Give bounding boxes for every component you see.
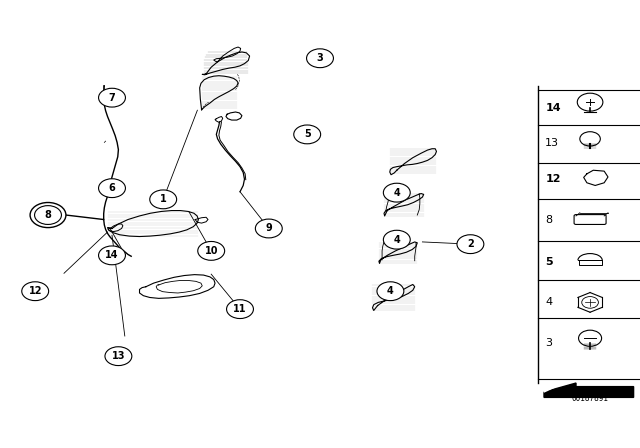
Text: 6: 6	[109, 183, 115, 193]
Text: 4: 4	[394, 188, 400, 198]
Text: 5: 5	[545, 257, 553, 267]
Circle shape	[294, 125, 321, 144]
Circle shape	[383, 183, 410, 202]
Circle shape	[198, 241, 225, 260]
Circle shape	[30, 202, 66, 228]
Text: 3: 3	[545, 338, 552, 348]
Polygon shape	[544, 383, 634, 397]
Text: 7: 7	[109, 93, 115, 103]
Text: 8: 8	[545, 215, 552, 224]
Text: 11: 11	[233, 304, 247, 314]
Text: 8: 8	[45, 210, 51, 220]
Circle shape	[457, 235, 484, 254]
Text: 10: 10	[204, 246, 218, 256]
Text: 14: 14	[105, 250, 119, 260]
Circle shape	[22, 282, 49, 301]
Circle shape	[35, 206, 61, 224]
Circle shape	[377, 282, 404, 301]
Circle shape	[307, 49, 333, 68]
Text: 4: 4	[387, 286, 394, 296]
Text: 12: 12	[28, 286, 42, 296]
Text: 3: 3	[317, 53, 323, 63]
Circle shape	[105, 347, 132, 366]
Circle shape	[99, 246, 125, 265]
Text: 12: 12	[545, 174, 561, 184]
Text: 5: 5	[304, 129, 310, 139]
Polygon shape	[544, 383, 554, 392]
Circle shape	[383, 230, 410, 249]
Text: 9: 9	[266, 224, 272, 233]
Circle shape	[150, 190, 177, 209]
Text: 2: 2	[467, 239, 474, 249]
Text: 13: 13	[111, 351, 125, 361]
Circle shape	[99, 179, 125, 198]
FancyBboxPatch shape	[574, 215, 606, 224]
Text: 4: 4	[545, 297, 552, 307]
Text: 13: 13	[545, 138, 559, 148]
Text: 4: 4	[394, 235, 400, 245]
Text: 14: 14	[545, 103, 561, 112]
FancyBboxPatch shape	[579, 260, 602, 265]
Circle shape	[227, 300, 253, 319]
Text: 1: 1	[160, 194, 166, 204]
Circle shape	[99, 88, 125, 107]
Circle shape	[255, 219, 282, 238]
Text: 00187891: 00187891	[572, 394, 609, 403]
